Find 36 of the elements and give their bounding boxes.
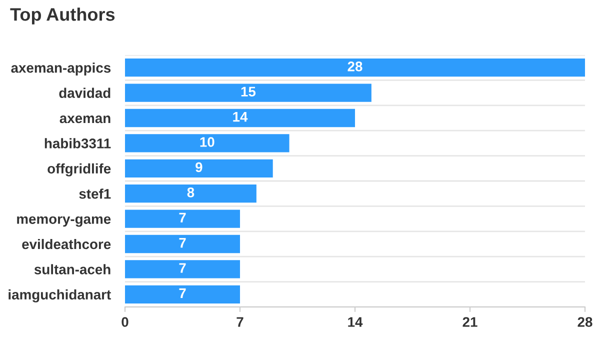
y-tick-label: davidad: [59, 88, 110, 98]
bar: [125, 234, 240, 254]
data-label: 7: [179, 288, 186, 298]
y-tick-label: stef1: [79, 188, 111, 199]
data-label: 7: [179, 212, 186, 222]
x-tick-label: 21: [462, 317, 478, 327]
y-tick-label: evildeathcore: [22, 238, 111, 250]
bar: [125, 134, 290, 152]
bar: [125, 210, 240, 228]
bar: [125, 260, 240, 278]
data-label: 28: [348, 61, 362, 72]
bar: [125, 58, 585, 77]
data-label: 7: [179, 263, 186, 273]
data-label: 9: [196, 162, 202, 172]
bar: [125, 108, 355, 128]
bar: [125, 159, 273, 178]
y-tick-label: axeman: [60, 116, 110, 124]
y-tick-label: iamguchidanart: [8, 289, 111, 302]
x-tick-label: 14: [348, 317, 363, 327]
y-tick-label: habib3311: [44, 138, 111, 148]
bar: [125, 285, 240, 304]
y-tick-label: axeman-appics: [11, 62, 111, 76]
data-label: 15: [241, 86, 256, 97]
chart-title: Top Authors: [10, 8, 115, 24]
data-label: 8: [187, 187, 194, 198]
bar: [125, 84, 372, 102]
x-tick-label: 28: [578, 317, 592, 327]
data-label: 10: [200, 137, 214, 147]
data-label: 14: [233, 112, 248, 122]
y-tick-label: offgridlife: [48, 163, 111, 176]
y-tick-label: sultan-aceh: [34, 264, 110, 274]
bar: [125, 184, 256, 203]
data-label: 7: [179, 238, 186, 248]
y-tick-label: memory-game: [17, 216, 111, 227]
x-tick-label: 0: [122, 317, 128, 327]
x-tick-label: 7: [236, 317, 244, 327]
